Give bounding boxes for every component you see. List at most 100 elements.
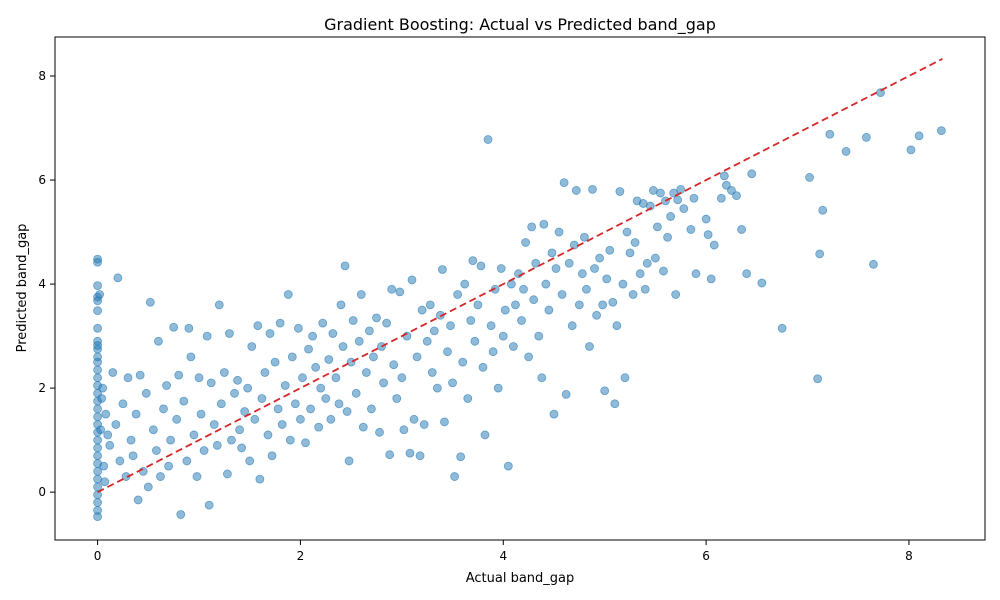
data-point <box>169 322 179 332</box>
data-point <box>618 279 628 289</box>
data-point <box>841 147 851 156</box>
data-point <box>131 409 141 419</box>
data-point <box>595 253 605 263</box>
data-point <box>446 321 455 331</box>
data-point <box>372 313 381 323</box>
data-point <box>93 451 102 461</box>
data-point <box>255 474 265 484</box>
data-point <box>133 495 143 505</box>
data-point <box>539 219 549 229</box>
data-point <box>936 126 946 136</box>
data-point <box>571 186 581 195</box>
data-point <box>93 323 102 333</box>
data-point <box>438 265 447 274</box>
data-point <box>671 290 681 299</box>
data-point <box>456 452 466 462</box>
data-point <box>869 259 878 269</box>
data-point <box>364 326 374 336</box>
data-point <box>468 256 478 266</box>
data-point <box>230 388 239 398</box>
data-point <box>189 430 199 440</box>
data-point <box>93 512 102 521</box>
data-point <box>237 443 247 453</box>
data-point <box>273 404 283 414</box>
data-point <box>245 456 255 466</box>
data-point <box>98 383 108 393</box>
data-point <box>703 230 713 240</box>
data-point <box>93 281 102 291</box>
data-point <box>612 321 622 331</box>
data-point <box>429 326 439 336</box>
data-point <box>517 316 526 325</box>
data-point <box>861 132 871 142</box>
data-point <box>223 469 232 479</box>
data-point <box>476 261 486 271</box>
data-point <box>97 394 107 403</box>
data-point <box>296 414 305 424</box>
data-point <box>93 257 102 267</box>
y-axis-label: Predicted band_gap <box>15 224 30 353</box>
data-point <box>511 300 520 310</box>
data-point <box>914 131 924 141</box>
data-point <box>417 305 427 315</box>
data-point <box>354 336 364 346</box>
data-point <box>389 360 399 370</box>
data-point <box>285 435 295 445</box>
data-point <box>480 430 490 440</box>
data-point <box>96 425 106 435</box>
data-point <box>395 287 405 297</box>
data-point <box>458 357 468 367</box>
data-point <box>194 373 204 383</box>
data-point <box>334 399 344 409</box>
data-point <box>409 414 419 424</box>
data-point <box>659 266 668 276</box>
data-point <box>235 425 244 435</box>
data-point <box>412 352 422 362</box>
data-point <box>635 269 645 279</box>
data-point <box>331 373 341 383</box>
data-point <box>250 414 260 424</box>
data-point <box>405 448 415 458</box>
x-tick-label: 6 <box>702 549 710 563</box>
y-tick-label: 6 <box>38 173 46 187</box>
data-point <box>625 248 635 258</box>
data-point <box>111 420 121 429</box>
y-tick-label: 0 <box>38 485 46 499</box>
data-point <box>379 378 388 388</box>
data-point <box>541 279 551 289</box>
data-point <box>422 336 432 346</box>
data-point <box>141 388 151 398</box>
data-point <box>453 290 463 299</box>
data-point <box>321 394 331 403</box>
data-point <box>340 261 350 271</box>
data-point <box>154 336 163 346</box>
data-point <box>427 368 437 377</box>
data-point <box>99 461 109 471</box>
data-point <box>757 278 767 288</box>
data-point <box>301 438 310 448</box>
data-point <box>369 352 378 362</box>
data-point <box>473 300 483 310</box>
reference-line <box>97 58 943 493</box>
data-point <box>777 323 787 333</box>
data-point <box>227 435 236 445</box>
data-point <box>233 375 242 385</box>
data-point <box>500 305 510 315</box>
data-point <box>419 420 429 429</box>
data-point <box>358 422 368 432</box>
data-point <box>585 342 594 351</box>
x-tick-label: 4 <box>499 549 507 563</box>
data-point <box>257 394 267 403</box>
data-point <box>640 284 650 294</box>
y-axis: 0 2 4 6 8 <box>38 69 55 499</box>
data-point <box>825 129 835 139</box>
data-point <box>387 284 397 294</box>
data-point <box>650 253 660 263</box>
data-point <box>108 368 118 377</box>
data-point <box>732 191 741 201</box>
data-point <box>813 374 823 384</box>
data-point <box>582 284 591 294</box>
data-point <box>742 269 752 279</box>
data-point <box>216 399 226 409</box>
chart-title: Gradient Boosting: Actual vs Predicted b… <box>324 15 716 35</box>
